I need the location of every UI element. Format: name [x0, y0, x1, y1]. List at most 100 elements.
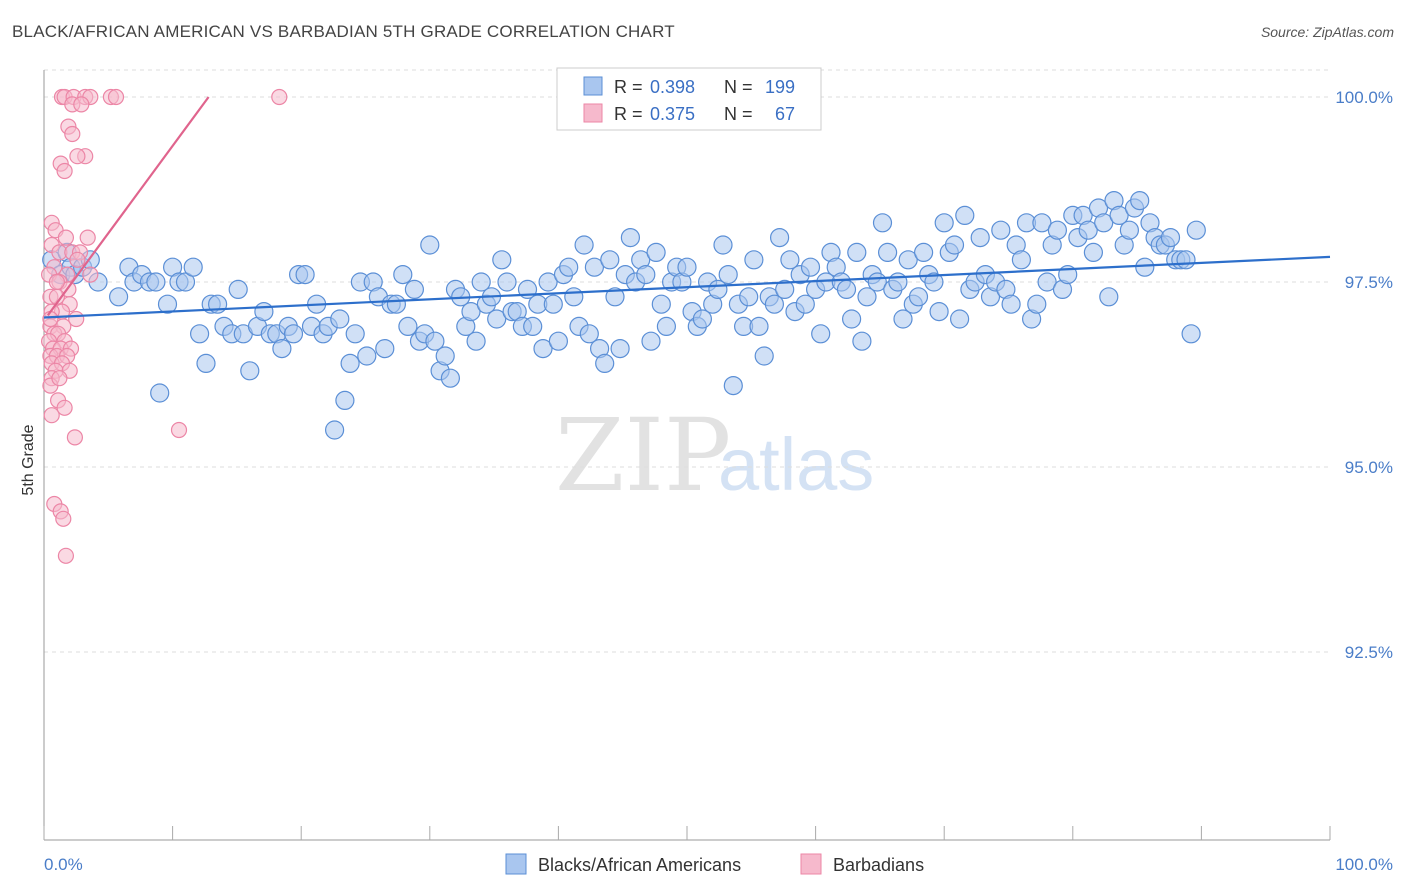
blacks-point	[836, 279, 857, 299]
blacks-point	[811, 324, 831, 344]
blacks-point	[677, 257, 697, 277]
blacks-point	[295, 265, 315, 285]
blacks-point	[335, 390, 355, 410]
watermark-atlas: atlas	[718, 423, 874, 506]
barbadians-point	[82, 266, 99, 283]
stats-n-label: N =	[724, 104, 753, 124]
watermark: ZIP atlas	[555, 397, 874, 514]
legend-swatch	[800, 853, 822, 875]
watermark-zip: ZIP	[555, 397, 731, 514]
blacks-point	[1083, 242, 1104, 262]
blacks-point	[487, 309, 507, 329]
y-axis-label: 5th Grade	[20, 424, 37, 495]
barbadians-point	[57, 229, 75, 246]
legend-label: Blacks/African Americans	[538, 855, 741, 875]
blacks-point	[440, 368, 460, 388]
blacks-point	[949, 309, 970, 329]
barbadians-point	[66, 429, 84, 446]
stats-r-value: 0.375	[650, 104, 695, 124]
blacks-point	[955, 205, 975, 225]
barbadians-point	[42, 310, 59, 328]
barbadians-point	[43, 407, 60, 424]
blacks-point	[620, 228, 641, 248]
blacks-point	[713, 235, 733, 255]
barbadians-point	[170, 421, 188, 439]
barbadians-point	[55, 510, 72, 527]
blacks-point	[559, 257, 579, 277]
stats-n-label: N =	[724, 77, 753, 97]
stats-n-value: 67	[775, 104, 795, 124]
x-tick-label-max: 100.0%	[1335, 855, 1393, 874]
blacks-point	[146, 272, 166, 292]
legend-label: Barbadians	[833, 855, 924, 875]
blacks-point	[340, 353, 360, 373]
stats-r-label: R =	[614, 77, 643, 97]
blacks-point	[150, 383, 170, 403]
blacks-point	[1001, 294, 1021, 314]
gridlines	[44, 69, 1330, 653]
barbadians-point	[56, 399, 73, 416]
barbadians-point	[69, 148, 86, 165]
blacks-point	[404, 279, 424, 299]
blacks-point	[1119, 220, 1140, 240]
blacks-point	[651, 294, 671, 314]
blacks-point	[272, 339, 292, 359]
stats-n-value: 199	[765, 77, 795, 97]
blacks-point	[924, 272, 944, 292]
blacks-point	[425, 331, 445, 351]
blacks-point	[1011, 250, 1032, 270]
blacks-point	[497, 272, 517, 292]
blacks-point	[749, 316, 769, 336]
blacks-point	[744, 250, 764, 270]
blacks-point	[888, 272, 908, 292]
blacks-point	[584, 257, 605, 277]
blacks-point	[754, 346, 774, 366]
blacks-point	[228, 279, 248, 299]
blacks-point	[795, 294, 815, 314]
chart-title: BLACK/AFRICAN AMERICAN VS BARBADIAN 5TH …	[12, 22, 675, 41]
blacks-point	[1037, 272, 1057, 292]
blacks-point	[1181, 324, 1201, 344]
legend: Blacks/African Americans Barbadians	[505, 853, 924, 875]
blacks-point	[929, 302, 949, 322]
blacks-point	[852, 331, 872, 351]
blacks-point	[877, 242, 898, 262]
blacks-point	[723, 376, 743, 396]
blacks-point	[769, 228, 790, 248]
blacks-point	[283, 324, 304, 344]
blacks-point	[857, 287, 877, 307]
blacks-point	[345, 324, 365, 344]
y-tick-label: 95.0%	[1345, 458, 1393, 477]
blacks-point	[393, 265, 413, 285]
blacks-point	[1099, 287, 1119, 307]
blacks-point	[775, 279, 795, 299]
blacks-point	[461, 302, 481, 322]
blacks-point	[764, 294, 785, 314]
blacks-point	[1078, 220, 1098, 240]
blacks-point	[1176, 250, 1196, 270]
blacks-point	[548, 331, 569, 351]
x-tick-labels: 0.0% 100.0%	[44, 855, 1393, 874]
blacks-point	[325, 420, 345, 440]
barbadians-trendline	[46, 96, 210, 316]
blacks-point	[893, 309, 913, 329]
series-barbadians-points	[40, 88, 288, 564]
blacks-point	[1094, 213, 1114, 233]
blacks-point	[254, 302, 274, 322]
blacks-trendline	[43, 255, 1331, 319]
blacks-point	[533, 339, 553, 359]
blacks-point	[1135, 257, 1155, 277]
blacks-point	[420, 235, 440, 255]
blacks-point	[196, 353, 216, 373]
blacks-point	[175, 272, 196, 292]
stats-r-label: R =	[614, 104, 643, 124]
blacks-point	[1186, 220, 1206, 240]
barbadians-point	[69, 251, 86, 268]
source-label: Source: ZipAtlas.com	[1260, 24, 1394, 40]
blacks-point	[523, 316, 543, 336]
y-tick-label: 97.5%	[1345, 273, 1393, 292]
barbadians-point	[73, 96, 90, 113]
blacks-point	[564, 287, 584, 307]
blacks-point	[841, 309, 862, 329]
